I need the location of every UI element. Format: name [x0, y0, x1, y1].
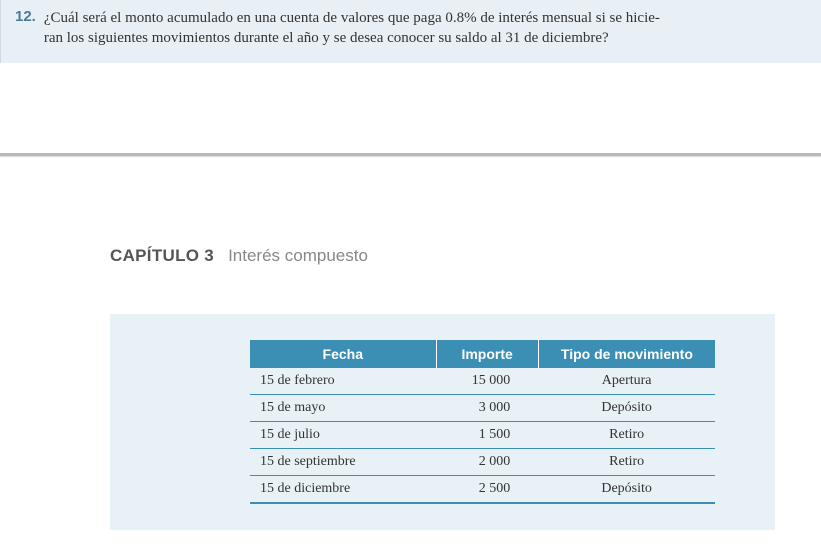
cell-fecha: 15 de septiembre	[250, 448, 436, 475]
page-divider	[0, 153, 821, 156]
cell-importe: 1 500	[436, 421, 538, 448]
cell-tipo: Depósito	[538, 475, 715, 503]
question-line-2: ran los siguientes movimientos durante e…	[44, 28, 807, 48]
chapter-heading: CAPÍTULO 3 Interés compuesto	[0, 246, 821, 266]
cell-importe: 15 000	[436, 368, 538, 395]
table-row: 15 de mayo 3 000 Depósito	[250, 394, 715, 421]
cell-fecha: 15 de febrero	[250, 368, 436, 395]
header-fecha: Fecha	[250, 340, 436, 368]
table-row: 15 de julio 1 500 Retiro	[250, 421, 715, 448]
table-row: 15 de febrero 15 000 Apertura	[250, 368, 715, 395]
cell-tipo: Apertura	[538, 368, 715, 395]
question-box: 12. ¿Cuál será el monto acumulado en una…	[0, 0, 821, 63]
cell-fecha: 15 de julio	[250, 421, 436, 448]
table-panel: Fecha Importe Tipo de movimiento 15 de f…	[110, 314, 775, 530]
cell-fecha: 15 de diciembre	[250, 475, 436, 503]
table-header-row: Fecha Importe Tipo de movimiento	[250, 340, 715, 368]
cell-tipo: Depósito	[538, 394, 715, 421]
movements-table: Fecha Importe Tipo de movimiento 15 de f…	[250, 340, 715, 504]
cell-importe: 3 000	[436, 394, 538, 421]
chapter-title: Interés compuesto	[228, 246, 368, 265]
cell-importe: 2 000	[436, 448, 538, 475]
cell-importe: 2 500	[436, 475, 538, 503]
table-row: 15 de septiembre 2 000 Retiro	[250, 448, 715, 475]
chapter-label: CAPÍTULO 3	[110, 246, 214, 265]
header-tipo: Tipo de movimiento	[538, 340, 715, 368]
cell-tipo: Retiro	[538, 448, 715, 475]
cell-fecha: 15 de mayo	[250, 394, 436, 421]
question-number: 12.	[15, 8, 36, 49]
cell-tipo: Retiro	[538, 421, 715, 448]
header-importe: Importe	[436, 340, 538, 368]
table-row: 15 de diciembre 2 500 Depósito	[250, 475, 715, 503]
question-line-1: ¿Cuál será el monto acumulado en una cue…	[44, 8, 807, 28]
